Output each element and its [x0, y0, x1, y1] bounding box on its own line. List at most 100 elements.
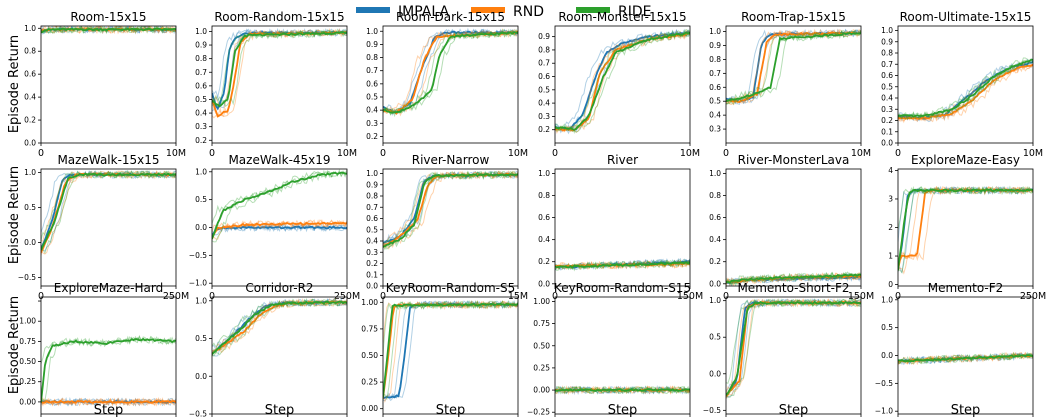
series-ride: [555, 385, 690, 395]
y-tick-label: 0: [888, 280, 893, 289]
y-tick-label: 0.2: [366, 132, 378, 141]
y-tick-label: −0.5: [189, 251, 207, 260]
series-ride: [555, 258, 690, 272]
chart-panel-room-ultimate-15x15: Room-Ultimate-15x15 0.0 0.1 0.2 0.3 0.4 0.5 0.6…: [881, 10, 1043, 159]
x-tick-label: 0: [209, 291, 215, 302]
seed-run-line: [726, 298, 861, 398]
y-tick-label: 0.4: [366, 106, 378, 115]
seed-run-line: [383, 300, 518, 402]
y-axis-label: Episode Return: [7, 296, 22, 394]
seed-run-line: [212, 297, 347, 348]
seed-run-line: [383, 170, 518, 250]
mean-line-rnd: [898, 63, 1033, 120]
seed-run-line: [212, 28, 347, 107]
seed-run-line: [726, 271, 861, 286]
seed-run-line: [41, 170, 176, 252]
y-tick-label: 0.2: [195, 136, 207, 145]
mean-line-ride: [898, 188, 1033, 271]
series-ride: [898, 351, 1033, 365]
x-tick-label: 0: [209, 148, 215, 159]
series-impala: [555, 28, 690, 135]
x-ticks: 0 10M: [552, 143, 700, 159]
y-tick-label: 0.25: [19, 377, 36, 386]
x-axis-label: Step: [94, 403, 124, 418]
y-tick-label: 1.0: [195, 167, 207, 176]
y-tick-label: 0.6: [709, 213, 721, 222]
x-tick-label: 150M: [848, 291, 874, 302]
y-tick-label: 1.0: [195, 296, 207, 305]
mean-line-rnd: [383, 302, 518, 399]
seed-run-line: [898, 186, 1033, 274]
series-ride: [383, 170, 518, 251]
x-ticks: 0100M: [382, 414, 519, 417]
x-tick-label: 150M: [677, 291, 703, 302]
legend-item-impala: IMPALA: [356, 4, 449, 20]
x-tick-label: 0: [38, 291, 44, 302]
seed-run-line: [41, 170, 176, 255]
seed-run-line: [383, 27, 518, 116]
y-tick-label: 0.7: [538, 59, 550, 68]
seed-run-line: [383, 300, 518, 402]
seed-run-line: [383, 28, 518, 114]
series-ride: [898, 185, 1033, 274]
y-ticks: 0.2 0.3 0.4 0.5 0.6 0.7 0.8 0.9: [538, 32, 555, 134]
panel-title: MazeWalk-45x19: [228, 153, 330, 167]
mean-line-ride: [212, 31, 347, 108]
y-tick-label: −0.5: [18, 273, 36, 282]
mean-line-ride: [41, 172, 176, 251]
chart-panel-river-narrow: River-Narrow0.00.10.20.30.40.50.60.70.80…: [366, 153, 528, 302]
series-ride: [555, 28, 690, 134]
plot-frame: [725, 25, 862, 144]
chart-panel-exploremaze-easy: ExploreMaze-Easy 0 1 2 3 4 0 250M: [888, 153, 1046, 302]
chart-panel-corridor-r2: Corridor-R2 −0.5 0.0 0.5 1.0 050M: [189, 281, 348, 418]
mean-line-rnd: [212, 300, 347, 355]
mean-line-rnd: [726, 31, 861, 103]
series-rnd: [212, 297, 347, 357]
mean-line-ride: [383, 31, 518, 114]
plot-frame: [897, 168, 1034, 287]
x-ticks: 0 10M: [209, 143, 357, 159]
y-tick-label: 0.9: [366, 40, 378, 49]
seed-run-line: [555, 385, 690, 395]
panel-title: Room-15x15: [70, 10, 146, 24]
y-ticks: 0 1 2 3 4: [888, 166, 898, 289]
mean-line-ride: [555, 31, 690, 131]
x-ticks: 0 150M: [552, 286, 703, 302]
legend-swatch: [576, 7, 610, 13]
y-tick-label: 0.8: [881, 49, 893, 58]
y-tick-label: 0.3: [195, 122, 207, 131]
panel-title: Memento-Short-F2: [737, 281, 849, 295]
seed-run-line: [898, 186, 1033, 275]
panel-title: Room-Trap-15x15: [741, 10, 846, 24]
seed-run-line: [383, 29, 518, 114]
x-axis-label: Step: [436, 403, 466, 418]
x-tick-label: 10M: [166, 148, 186, 159]
plot-frame: [40, 296, 177, 415]
chart-panel-exploremaze-hard: ExploreMaze-Hard 0.00 0.25 0.50 0.75 1.00 0250…: [19, 281, 177, 417]
seed-run-line: [726, 298, 861, 398]
series-rnd: [898, 60, 1033, 124]
y-tick-label: 0.2: [366, 259, 378, 268]
y-tick-label: 0.6: [881, 71, 893, 80]
plot-frame: [554, 25, 691, 144]
panel-title: MazeWalk-15x15: [57, 153, 159, 167]
x-tick-label: 10M: [1023, 148, 1043, 159]
x-ticks: 050M: [211, 414, 348, 417]
x-ticks: 0 10M: [895, 143, 1043, 159]
y-tick-label: 0.2: [538, 125, 550, 134]
x-tick-label: 0: [723, 148, 729, 159]
y-tick-label: 0.8: [195, 54, 207, 63]
y-tick-label: 0.5: [366, 225, 378, 234]
panel-title: KeyRoom-Random-S5: [386, 281, 516, 295]
plot-frame: [211, 25, 348, 144]
y-tick-label: 1.0: [709, 296, 721, 305]
y-tick-label: 0.6: [709, 83, 721, 92]
y-tick-label: 0.00: [361, 404, 378, 413]
y-tick-label: 3: [888, 194, 893, 203]
seed-run-line: [383, 300, 518, 400]
x-tick-label: 10M: [680, 148, 700, 159]
seed-run-line: [383, 300, 518, 403]
mean-line-impala: [383, 302, 518, 399]
x-ticks: 0 15M: [380, 286, 528, 302]
legend-label: RND: [513, 4, 544, 20]
